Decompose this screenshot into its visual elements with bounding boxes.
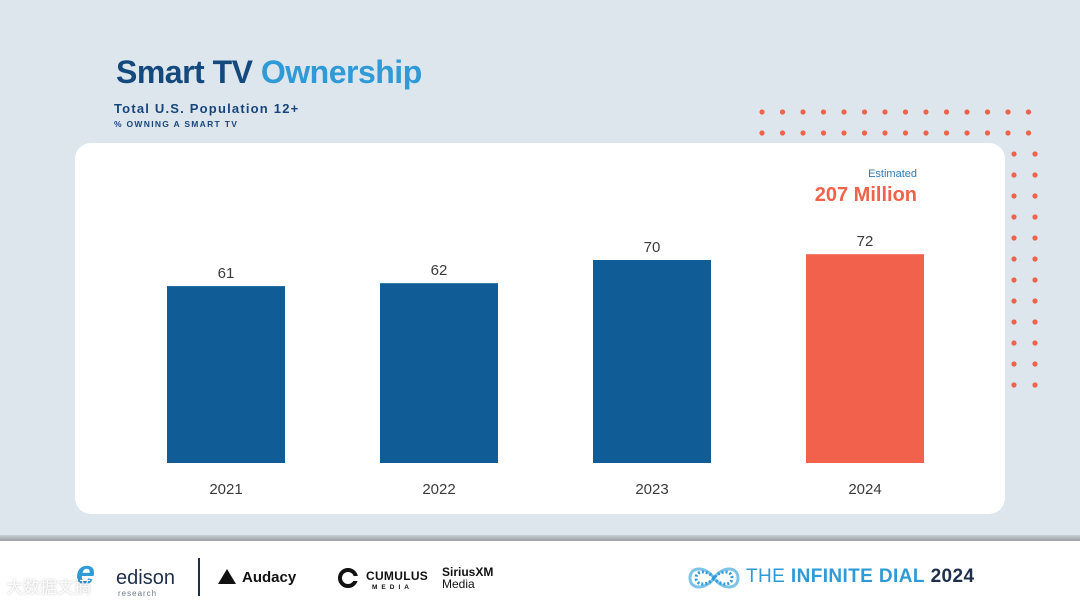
- decor-dot: [800, 109, 806, 115]
- infinite-dial-text: THE INFINITE DIAL 2024: [746, 566, 974, 588]
- bar-value-label-2023: 70: [644, 239, 661, 256]
- estimate-value: 207 Million: [814, 184, 917, 206]
- decor-dot: [1032, 382, 1038, 388]
- dial-text-3: 2024: [930, 566, 975, 587]
- decor-dot: [1011, 151, 1017, 157]
- decor-dot: [1025, 130, 1032, 136]
- decor-dot: [820, 109, 827, 115]
- decor-dot: [1032, 340, 1038, 346]
- title-part-2: Ownership: [260, 54, 422, 90]
- decor-dot: [1011, 382, 1017, 388]
- decor-dot: [1011, 277, 1017, 283]
- x-tick-label-2023: 2023: [635, 481, 668, 498]
- footer-divider-bar: [0, 535, 1080, 541]
- decor-dot: [1011, 298, 1017, 304]
- decor-dot: [1011, 340, 1017, 346]
- chart-card: 61 2021 62 2022 70 2023 72 2024 Estimated 207 M…: [75, 143, 1005, 514]
- audacy-triangle-icon: [218, 569, 236, 584]
- watermark: 大数据文摘: [6, 578, 91, 597]
- decor-dot: [800, 130, 806, 136]
- logo-divider: [198, 558, 200, 596]
- decor-dot: [1011, 214, 1017, 220]
- dial-text-1: THE: [746, 566, 791, 587]
- decor-dot: [923, 130, 929, 136]
- title-part-1: Smart TV: [116, 54, 253, 90]
- estimate-label: Estimated: [868, 168, 917, 180]
- siriusxm-media-logo: SiriusXM Media: [442, 566, 493, 590]
- decor-dot: [1011, 361, 1017, 367]
- decor-dot: [1025, 109, 1032, 115]
- decor-dot: [964, 130, 970, 136]
- decor-dot: [1032, 319, 1038, 325]
- decor-dot: [984, 109, 991, 115]
- decor-dot: [841, 130, 847, 136]
- decor-dot: [759, 130, 765, 136]
- decor-dot: [1032, 277, 1038, 283]
- dial-text-2: INFINITE DIAL: [790, 566, 925, 587]
- decor-dot: [861, 130, 868, 136]
- footer-logos: e edison research Audacy CUMULUS MEDIA S…: [0, 541, 1080, 608]
- bar-value-label-2021: 61: [218, 265, 235, 282]
- decor-dot: [1011, 319, 1017, 325]
- decor-dot: [1032, 235, 1038, 241]
- decor-dot: [943, 109, 950, 115]
- edison-sub: research: [118, 589, 158, 598]
- decor-dot: [1032, 193, 1038, 199]
- decor-dot: [1005, 109, 1011, 115]
- bar-2024: [806, 254, 924, 463]
- sirius-line-1: SiriusXM: [442, 565, 494, 579]
- decor-dot: [964, 109, 970, 115]
- decor-dot: [1032, 298, 1038, 304]
- bar-2023: [593, 260, 711, 463]
- decor-dot: [1032, 172, 1038, 178]
- decor-dot: [820, 130, 827, 136]
- cumulus-sub: MEDIA: [372, 584, 413, 591]
- decor-dot: [1032, 256, 1038, 262]
- chart-caption: % OWNING A SMART TV: [114, 119, 239, 129]
- decor-dot: [902, 109, 909, 115]
- decor-dot: [1032, 214, 1038, 220]
- decor-dot: [984, 130, 991, 136]
- edison-mark-icon: e: [76, 554, 95, 592]
- bar-2021: [167, 286, 285, 463]
- decor-dot: [1011, 235, 1017, 241]
- audacy-logo: Audacy: [218, 569, 296, 586]
- decor-dot: [779, 130, 786, 136]
- decor-dot: [861, 109, 868, 115]
- decor-dot: [779, 109, 786, 115]
- audacy-name: Audacy: [242, 569, 297, 586]
- x-tick-label-2022: 2022: [422, 481, 455, 498]
- decor-dot: [1032, 361, 1038, 367]
- bar-value-label-2024: 72: [857, 233, 874, 250]
- cumulus-c-icon: [338, 568, 358, 588]
- decor-dot: [759, 109, 765, 115]
- cumulus-name: CUMULUS: [366, 569, 429, 583]
- decor-dot: [882, 130, 888, 136]
- decor-dot: [1011, 193, 1017, 199]
- infinity-icon: [688, 567, 740, 589]
- page-title: Smart TV Ownership: [116, 54, 422, 91]
- bar-value-label-2022: 62: [431, 262, 448, 279]
- bar-chart: 61 2021 62 2022 70 2023 72 2024: [167, 233, 924, 498]
- decor-dot: [882, 109, 888, 115]
- bar-2022: [380, 283, 498, 463]
- decor-dot: [923, 109, 929, 115]
- x-tick-label-2021: 2021: [209, 481, 242, 498]
- x-tick-label-2024: 2024: [848, 481, 881, 498]
- decor-dot: [1011, 256, 1017, 262]
- chart-subtitle: Total U.S. Population 12+: [114, 101, 300, 116]
- sirius-line-2: Media: [442, 577, 475, 591]
- decor-dot: [943, 130, 950, 136]
- decor-dot: [1032, 151, 1038, 157]
- decor-dot: [1005, 130, 1011, 136]
- decor-dot: [841, 109, 847, 115]
- decor-dot: [1011, 172, 1017, 178]
- edison-name: edison: [116, 567, 175, 589]
- decor-dot: [902, 130, 909, 136]
